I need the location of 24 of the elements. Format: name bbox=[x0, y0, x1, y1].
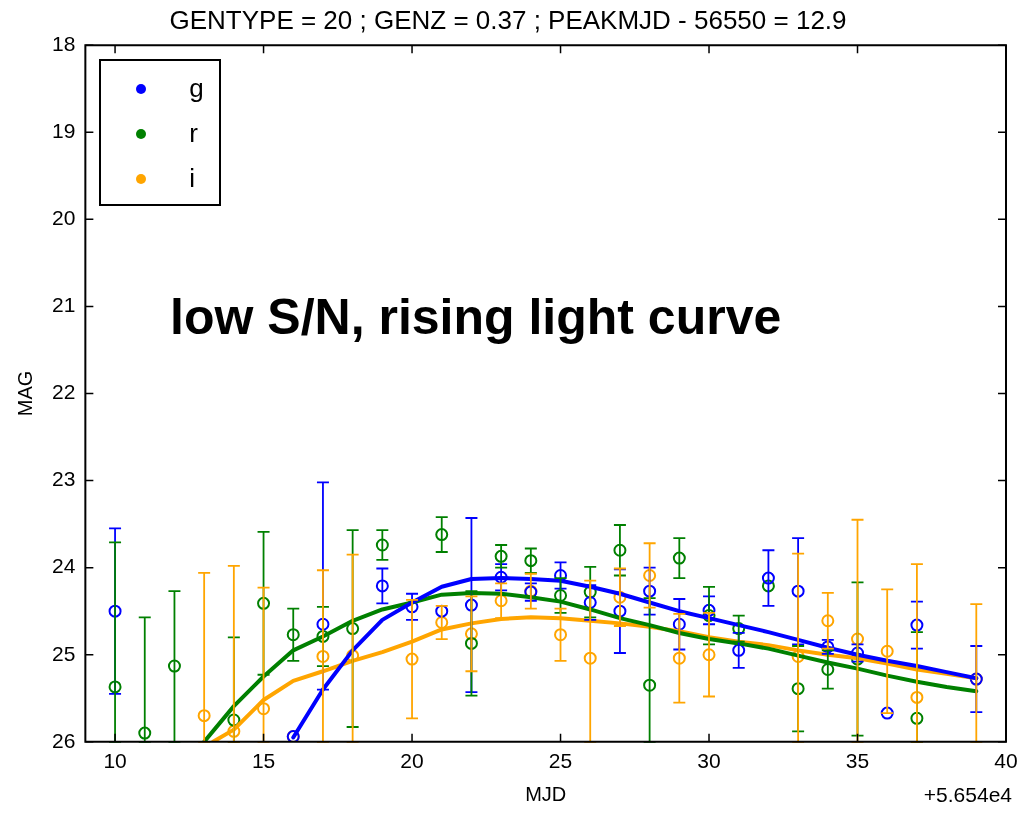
y-tick-label: 26 bbox=[52, 728, 76, 752]
x-tick-label: 30 bbox=[697, 749, 721, 773]
y-tick-label: 23 bbox=[52, 467, 76, 491]
x-tick-label: 25 bbox=[548, 749, 573, 773]
y-axis-title: MAG bbox=[13, 370, 36, 417]
chart-title: GENTYPE = 20 ; GENZ = 0.37 ; PEAKMJD - 56550 = 12.9 bbox=[169, 4, 847, 35]
x-tick-label: 35 bbox=[845, 749, 870, 773]
y-tick-label: 21 bbox=[52, 293, 76, 317]
y-tick-label: 20 bbox=[52, 206, 76, 230]
x-axis-title: MJD bbox=[525, 782, 567, 805]
y-tick-label: 18 bbox=[52, 32, 76, 55]
legend-label: g bbox=[189, 73, 204, 104]
annotation: low S/N, rising light curve bbox=[170, 289, 782, 346]
x-tick-label: 15 bbox=[251, 749, 276, 773]
x-tick-label: 40 bbox=[994, 749, 1018, 773]
legend-label: r bbox=[189, 118, 199, 149]
text: +5.654e4 bbox=[923, 783, 1013, 807]
legend-label: i bbox=[189, 163, 196, 194]
y-tick-label: 25 bbox=[52, 641, 76, 665]
y-tick-label: 19 bbox=[52, 119, 76, 143]
y-tick-label: 22 bbox=[52, 380, 76, 404]
y-tick-label: 24 bbox=[52, 554, 76, 578]
x-tick-label: 10 bbox=[103, 749, 127, 773]
x-tick-label: 20 bbox=[400, 749, 424, 773]
